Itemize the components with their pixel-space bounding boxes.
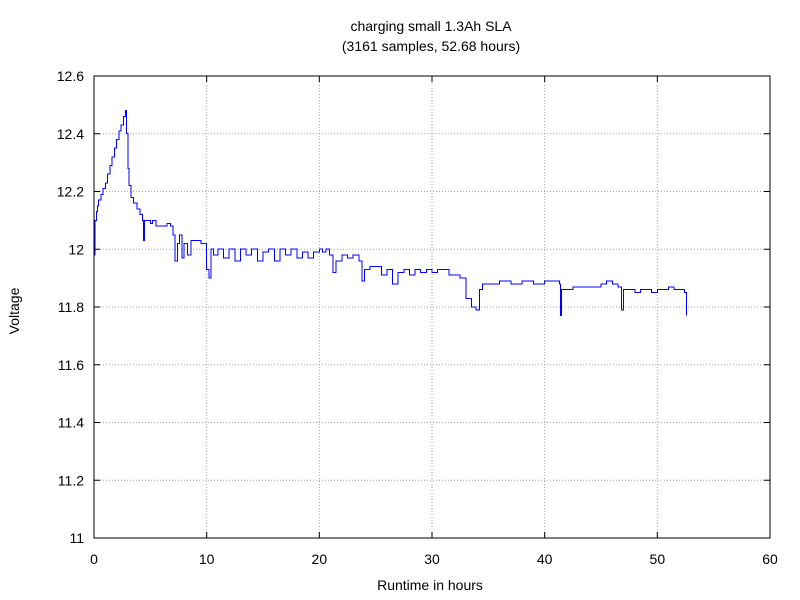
y-tick-label: 12.4 bbox=[57, 126, 84, 142]
y-tick-labels: 11 11.2 11.4 11.6 11.8 12 12.2 12.4 12.6 bbox=[57, 68, 84, 546]
x-axis-label: Runtime in hours bbox=[377, 577, 483, 593]
x-tick-label: 30 bbox=[424, 551, 440, 567]
y-axis-label: Voltage bbox=[6, 287, 22, 334]
y-tick-label: 11.4 bbox=[58, 415, 84, 431]
chart-subtitle: (3161 samples, 52.68 hours) bbox=[342, 38, 520, 54]
x-tick-labels: 0 10 20 30 40 50 60 bbox=[90, 551, 778, 567]
x-tick-label: 50 bbox=[650, 551, 666, 567]
axis-ticks bbox=[93, 75, 771, 539]
y-tick-label: 12.2 bbox=[57, 184, 84, 200]
grid bbox=[94, 76, 770, 538]
y-tick-label: 11.6 bbox=[58, 357, 84, 373]
y-tick-label: 12 bbox=[68, 241, 84, 257]
voltage-series-line bbox=[94, 110, 688, 317]
x-tick-label: 60 bbox=[762, 551, 778, 567]
x-tick-label: 0 bbox=[90, 551, 98, 567]
y-tick-label: 12.6 bbox=[57, 68, 84, 84]
y-tick-label: 11.8 bbox=[58, 299, 84, 315]
plot-series bbox=[94, 110, 688, 317]
x-tick-label: 40 bbox=[537, 551, 553, 567]
chart-title: charging small 1.3Ah SLA bbox=[350, 18, 512, 34]
y-tick-label: 11 bbox=[69, 530, 84, 546]
x-tick-label: 20 bbox=[312, 551, 328, 567]
y-tick-label: 11.2 bbox=[58, 472, 84, 488]
x-tick-label: 10 bbox=[199, 551, 215, 567]
